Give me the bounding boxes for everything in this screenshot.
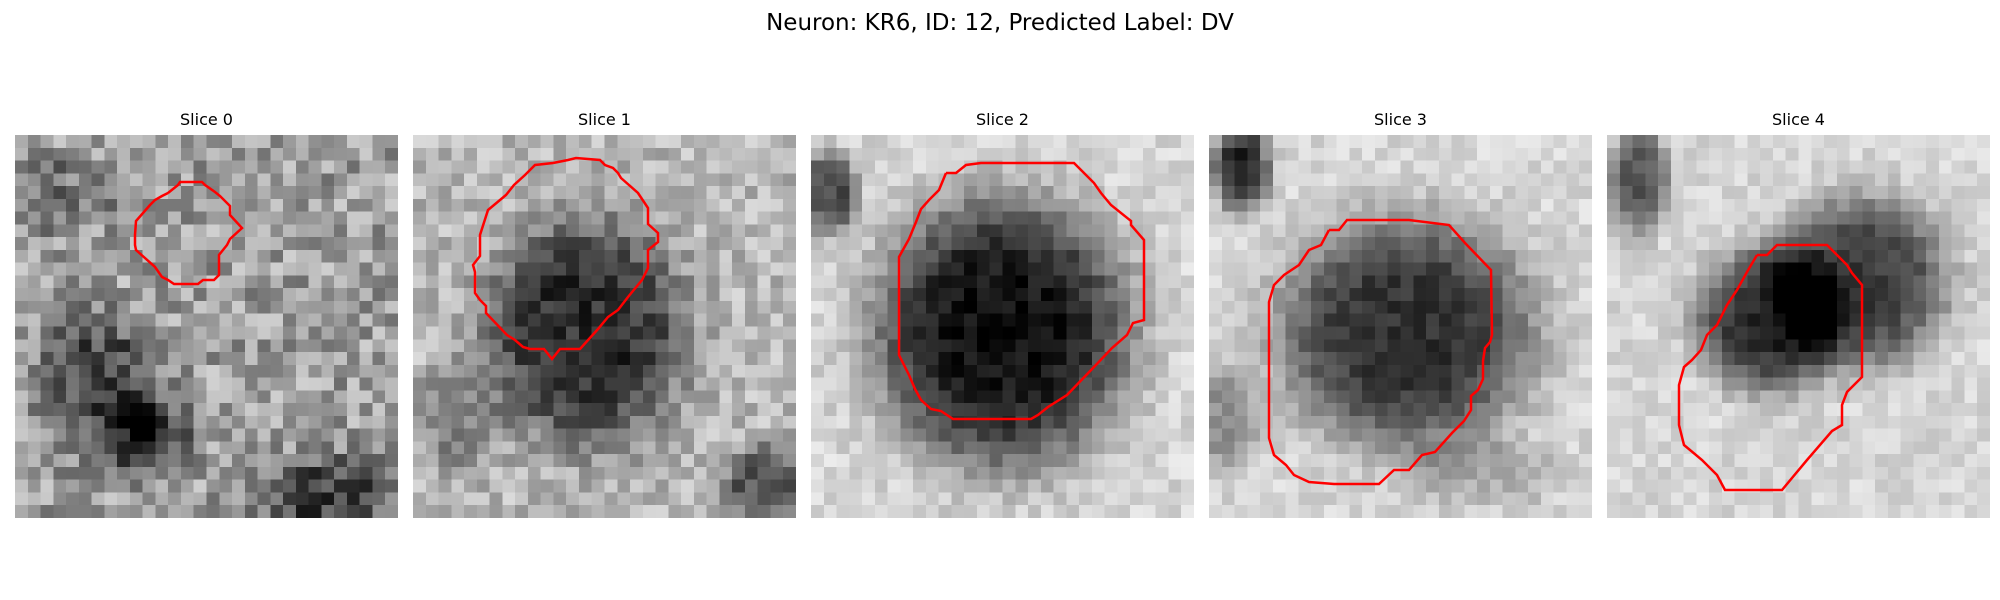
slice-title-1: Slice 1: [578, 110, 631, 129]
slice-image-1: [413, 135, 796, 518]
contour-overlay-2: [897, 161, 1146, 421]
grayscale-image-4: [1607, 135, 1990, 518]
slice-image-2: [811, 135, 1194, 518]
figure-title: Neuron: KR6, ID: 12, Predicted Label: DV: [766, 10, 1234, 36]
slice-title-4: Slice 4: [1772, 110, 1825, 129]
slice-title-0: Slice 0: [180, 110, 233, 129]
slice-image-0: [15, 135, 398, 518]
slice-panel-4: Slice 4: [1607, 108, 1990, 518]
grayscale-image-1: [413, 135, 796, 518]
slice-panel-0: Slice 0: [15, 108, 398, 518]
contour-overlay-4: [1677, 243, 1864, 492]
segmentation-contour-2: [897, 161, 1146, 421]
contour-overlay-3: [1267, 218, 1494, 486]
segmentation-contour-3: [1267, 218, 1494, 486]
segmentation-contour-0: [133, 180, 244, 286]
segmentation-contour-1: [471, 156, 660, 362]
slice-image-3: [1209, 135, 1592, 518]
grayscale-image-0: [15, 135, 398, 518]
slice-title-3: Slice 3: [1374, 110, 1427, 129]
slice-image-4: [1607, 135, 1990, 518]
segmentation-contour-4: [1677, 243, 1864, 492]
contour-overlay-0: [133, 180, 244, 286]
slice-panel-2: Slice 2: [811, 108, 1194, 518]
slice-panel-3: Slice 3: [1209, 108, 1592, 518]
slice-panel-1: Slice 1: [413, 108, 796, 518]
contour-overlay-1: [471, 156, 660, 362]
slice-title-2: Slice 2: [976, 110, 1029, 129]
